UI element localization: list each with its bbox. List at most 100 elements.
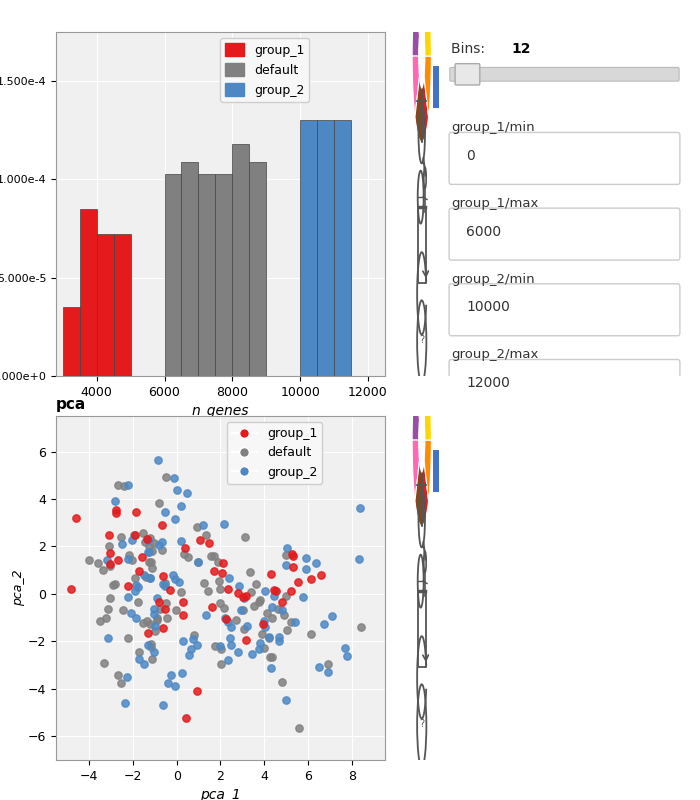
- default: [238, 622, 249, 635]
- default: [92, 557, 104, 570]
- FancyBboxPatch shape: [449, 208, 680, 260]
- default: [213, 555, 224, 568]
- group_2: [218, 518, 229, 531]
- group_2: [254, 636, 265, 649]
- Bar: [334, 121, 351, 376]
- group_2: [148, 607, 160, 620]
- default: [239, 530, 250, 543]
- default: [112, 669, 123, 682]
- default: [203, 584, 214, 597]
- group_2: [177, 634, 188, 647]
- group_1: [265, 567, 276, 580]
- FancyBboxPatch shape: [449, 359, 680, 411]
- default: [248, 599, 260, 612]
- group_2: [158, 698, 169, 711]
- Wedge shape: [421, 379, 431, 440]
- group_1: [220, 612, 232, 625]
- group_1: [142, 627, 153, 640]
- group_1: [268, 584, 279, 597]
- group_2: [162, 677, 174, 690]
- group_2: [253, 642, 265, 655]
- group_2: [326, 610, 337, 623]
- group_2: [139, 658, 150, 670]
- group_2: [167, 569, 178, 582]
- default: [280, 549, 291, 562]
- group_2: [169, 513, 181, 526]
- default: [146, 653, 158, 666]
- group_1: [66, 582, 77, 595]
- group_1: [104, 557, 116, 570]
- default: [128, 529, 139, 542]
- default: [145, 531, 156, 544]
- default: [146, 556, 157, 569]
- default: [147, 545, 158, 558]
- group_2: [153, 454, 164, 466]
- group_2: [232, 646, 244, 658]
- group_2: [223, 654, 234, 666]
- group_2: [157, 536, 168, 549]
- default: [129, 571, 140, 584]
- group_2: [109, 494, 120, 507]
- group_2: [176, 500, 187, 513]
- group_2: [148, 646, 160, 658]
- default: [116, 677, 127, 690]
- default: [214, 583, 225, 596]
- default: [161, 470, 172, 483]
- group_1: [209, 564, 220, 577]
- default: [141, 614, 152, 627]
- Text: Bins:: Bins:: [451, 42, 489, 56]
- group_2: [122, 670, 133, 683]
- Wedge shape: [421, 56, 431, 117]
- group_2: [144, 571, 155, 584]
- group_2: [355, 502, 366, 514]
- default: [152, 614, 163, 626]
- default: [213, 574, 224, 587]
- Bar: [181, 162, 199, 376]
- default: [281, 590, 292, 603]
- Bar: [216, 174, 232, 376]
- X-axis label: n_genes: n_genes: [192, 404, 249, 418]
- group_1: [232, 587, 244, 600]
- Bar: [63, 307, 80, 376]
- default: [101, 611, 112, 624]
- default: [286, 615, 297, 628]
- group_2: [187, 633, 198, 646]
- default: [148, 537, 159, 550]
- default: [188, 629, 199, 642]
- group_2: [122, 553, 133, 566]
- default: [255, 594, 266, 606]
- group_2: [258, 615, 270, 628]
- default: [152, 611, 163, 624]
- group_1: [153, 596, 164, 609]
- group_2: [102, 554, 113, 566]
- FancyBboxPatch shape: [450, 67, 679, 81]
- group_2: [289, 615, 300, 628]
- Wedge shape: [415, 354, 421, 440]
- group_1: [136, 551, 148, 564]
- Text: ?: ?: [419, 334, 424, 345]
- Bar: [300, 121, 317, 376]
- group_2: [150, 620, 161, 633]
- FancyBboxPatch shape: [449, 284, 680, 336]
- group_1: [130, 506, 141, 518]
- Bar: [199, 174, 216, 376]
- Bar: [232, 144, 249, 376]
- default: [171, 603, 182, 616]
- default: [199, 576, 210, 589]
- Wedge shape: [421, 56, 428, 142]
- default: [136, 398, 147, 410]
- group_1: [218, 557, 229, 570]
- group_2: [241, 619, 253, 632]
- group_2: [260, 621, 271, 634]
- Wedge shape: [421, 0, 431, 56]
- group_2: [323, 665, 334, 678]
- group_2: [127, 533, 138, 546]
- group_2: [234, 580, 245, 593]
- Text: 12000: 12000: [466, 376, 510, 390]
- group_1: [288, 550, 299, 562]
- group_2: [311, 557, 322, 570]
- default: [209, 639, 220, 652]
- default: [267, 650, 278, 663]
- default: [305, 628, 316, 641]
- group_2: [192, 556, 203, 569]
